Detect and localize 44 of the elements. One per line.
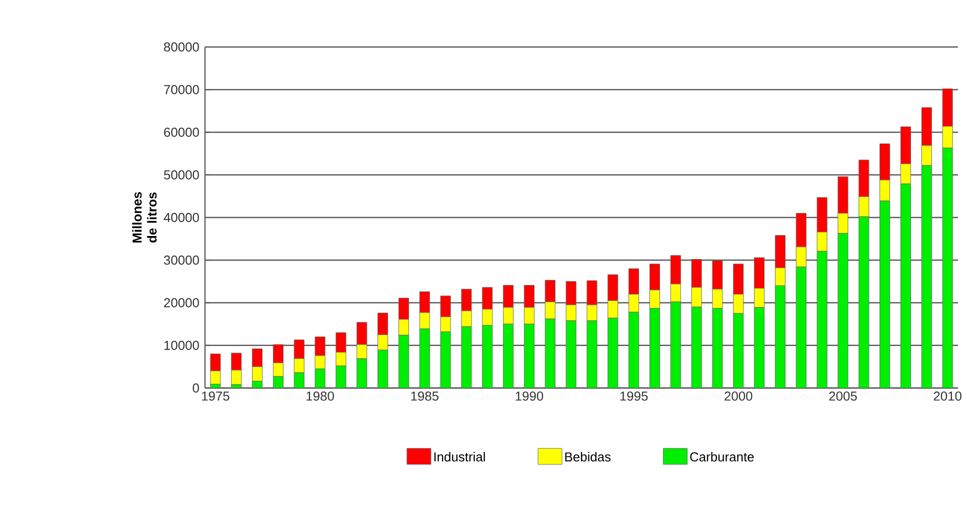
bar [774, 285, 786, 388]
bar [670, 302, 681, 388]
bar [608, 318, 618, 388]
y-tick-label: 30000 [164, 256, 199, 265]
bar [294, 372, 304, 388]
bar [921, 165, 932, 388]
bar [733, 313, 744, 388]
bar [544, 318, 556, 388]
y-tick-label: 70000 [164, 85, 199, 94]
legend-label: Bebidas [565, 452, 611, 462]
y-tick-label: 20000 [164, 298, 199, 308]
y-tick-label: 10000 [164, 340, 199, 350]
y-tick-label: 40000 [164, 212, 199, 222]
x-tick-label: 2000 [724, 392, 752, 401]
bar [524, 324, 534, 388]
bar [900, 184, 911, 388]
bar [419, 328, 430, 388]
bar [858, 216, 870, 388]
x-tick-label: 1975 [202, 392, 230, 401]
bar [880, 200, 890, 388]
bar [838, 233, 848, 388]
bar [356, 358, 368, 388]
bar [503, 324, 514, 388]
bar [942, 148, 953, 388]
x-tick-label: 2010 [934, 392, 962, 401]
y-tick-label: 0 [192, 383, 199, 393]
y-tick-label: 60000 [164, 128, 199, 137]
x-tick-label: 1980 [306, 392, 334, 401]
legend-label: Carburante [690, 452, 754, 462]
bar [628, 312, 640, 388]
bar [378, 350, 388, 388]
bar [754, 307, 765, 388]
x-tick-label: 1990 [516, 392, 544, 401]
legend-label: Industrial [434, 452, 485, 462]
x-tick-label: 1995 [620, 392, 648, 401]
y-axis-title: Millones de litros [132, 192, 157, 243]
bar [649, 308, 660, 388]
bar [398, 334, 409, 388]
bar [796, 266, 806, 388]
y-tick-label: 50000 [164, 170, 199, 180]
y-tick-label: 80000 [164, 42, 199, 52]
bar [482, 325, 493, 388]
x-tick-label: 2005 [829, 392, 857, 401]
x-tick-label: 1985 [411, 392, 438, 401]
